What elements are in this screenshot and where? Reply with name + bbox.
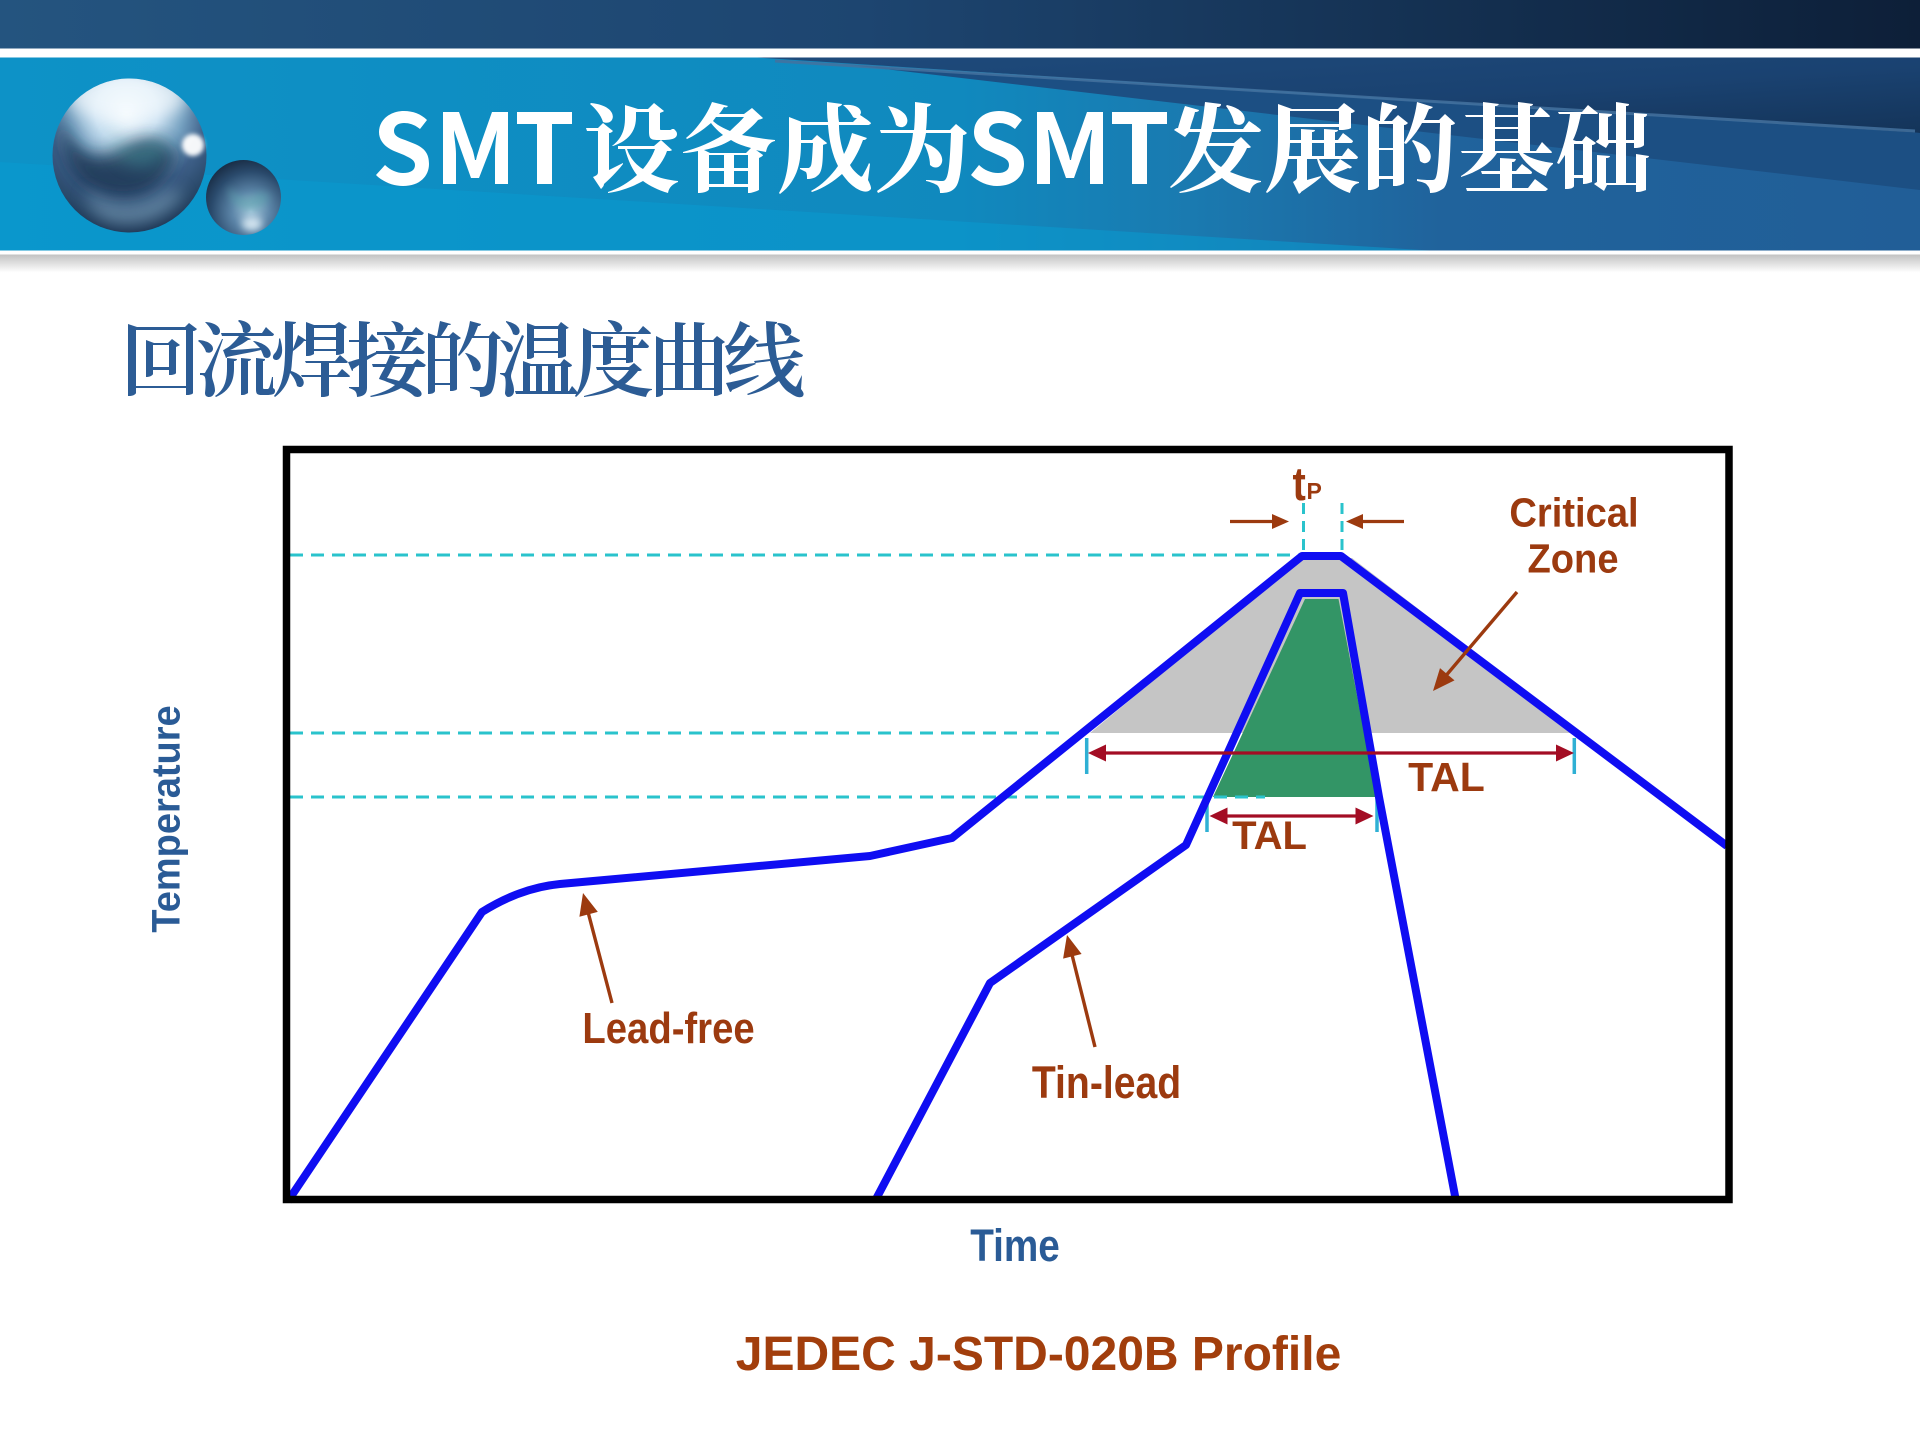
- svg-text:P: P: [1307, 478, 1322, 504]
- svg-text:Time: Time: [970, 1220, 1060, 1270]
- svg-text:TAL: TAL: [1232, 814, 1307, 858]
- svg-text:TAL: TAL: [1408, 754, 1485, 800]
- svg-text:Tin-lead: Tin-lead: [1032, 1057, 1181, 1107]
- svg-text:Lead-free: Lead-free: [582, 1004, 754, 1053]
- svg-text:Zone: Zone: [1527, 536, 1618, 582]
- svg-text:t: t: [1293, 459, 1306, 511]
- svg-text:JEDEC J-STD-020B Profile: JEDEC J-STD-020B Profile: [736, 1328, 1342, 1381]
- svg-text:Critical: Critical: [1509, 490, 1638, 536]
- svg-text:Temperature: Temperature: [145, 705, 189, 932]
